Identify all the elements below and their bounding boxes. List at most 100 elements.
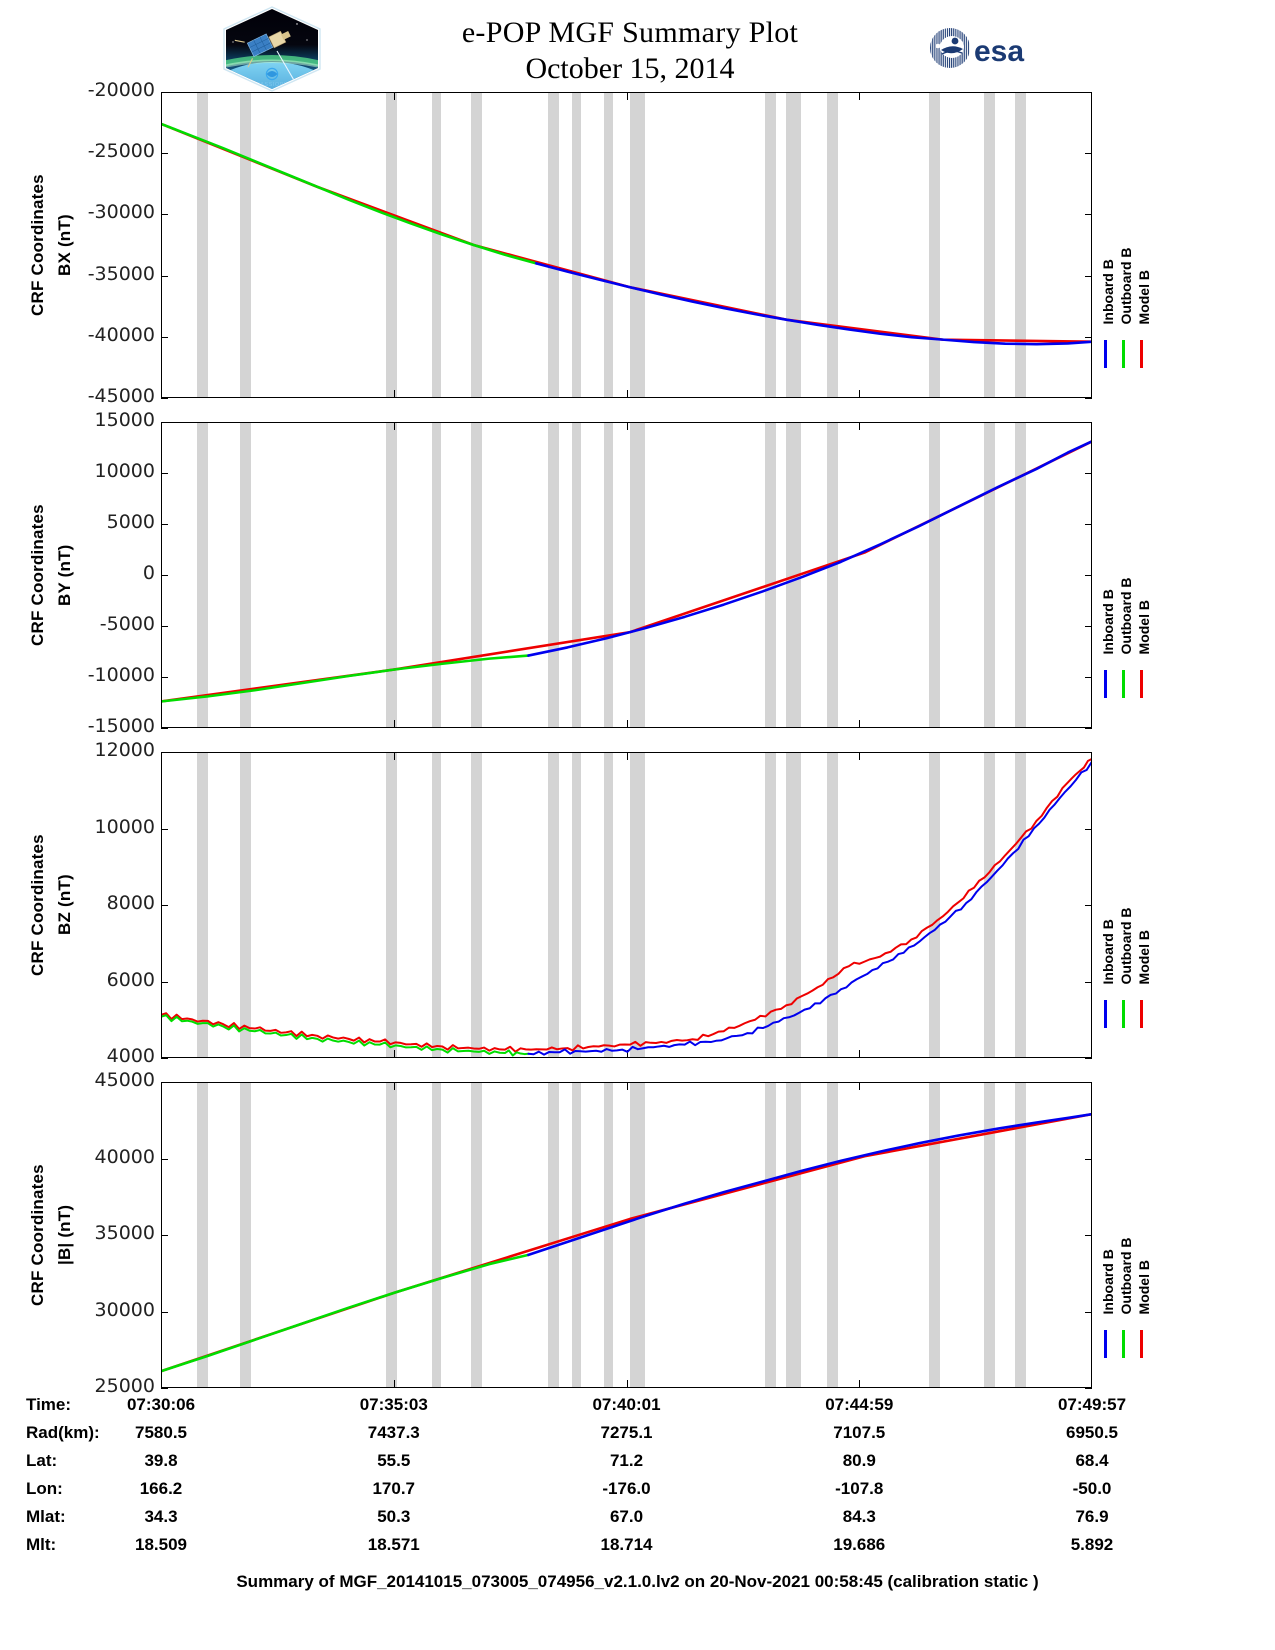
shaded-interval-band (196, 93, 208, 397)
trace-model-b (162, 758, 1091, 1053)
x-tick-mark-bottom (859, 1050, 861, 1058)
x-tick-mark-top (393, 92, 395, 100)
y-tick-label: -40000 (87, 323, 155, 346)
legend-swatch-outboard-b (1122, 339, 1125, 368)
shaded-interval-band (826, 1083, 838, 1387)
row-value: 18.714 (600, 1535, 653, 1554)
trace-outboard-b (162, 1253, 530, 1373)
legend-swatch-model-b (1140, 669, 1143, 698)
shaded-interval-band (764, 1083, 776, 1387)
row-label: Time: (26, 1395, 72, 1414)
data-traces (162, 1112, 1091, 1373)
table-row: Mlat: 34.3 50.3 67.0 84.3 76.9 (0, 1507, 1275, 1535)
x-tick-mark-bottom (393, 720, 395, 728)
shaded-interval-band (571, 93, 581, 397)
shaded-interval-band (385, 423, 397, 727)
y-tick-label: -20000 (87, 79, 155, 101)
y-tick-mark (161, 398, 168, 399)
panel-legend: Inboard B Outboard B Model B (1100, 92, 1190, 398)
row-value: 71.2 (609, 1451, 644, 1470)
legend-label-inboard-b: Inboard B (1100, 919, 1116, 985)
row-value: 07:30:06 (126, 1395, 196, 1414)
shaded-interval-band (764, 753, 776, 1057)
y-tick-mark (161, 728, 168, 729)
shaded-interval-band (629, 1083, 645, 1387)
shaded-interval-band (603, 753, 613, 1057)
row-label: Rad(km): (26, 1423, 100, 1442)
esa-agency-logo-icon: esa (930, 28, 1024, 68)
shaded-interval-band (385, 753, 397, 1057)
panel-legend: Inboard B Outboard B Model B (1100, 1082, 1190, 1388)
y-tick-label: 8000 (106, 892, 155, 914)
panel-legend: Inboard B Outboard B Model B (1100, 752, 1190, 1058)
y-tick-mark-right (1085, 398, 1092, 399)
row-value: 07:44:59 (825, 1395, 894, 1414)
table-row: Mlt: 18.509 18.571 18.714 19.686 5.892 (0, 1535, 1275, 1563)
shaded-interval-band (785, 1083, 801, 1387)
legend-label-outboard-b: Outboard B (1118, 907, 1134, 985)
legend-swatch-inboard-b (1104, 339, 1107, 368)
y-tick-mark (161, 677, 168, 678)
trace-model-b (162, 1112, 1091, 1373)
y-axis-units-label: BX (nT) (55, 214, 74, 276)
shaded-interval-band (983, 1083, 995, 1387)
y-tick-label: 35000 (94, 1222, 155, 1244)
y-tick-mark-right (1085, 336, 1092, 338)
shaded-interval-band (431, 93, 441, 397)
title-line-2: October 15, 2014 (525, 52, 735, 85)
x-tick-mark-bottom (626, 1380, 628, 1388)
trace-inboard-b (527, 1112, 1091, 1257)
trace-outboard-b (162, 122, 538, 265)
data-traces (162, 758, 1091, 1057)
shaded-interval-band (239, 423, 251, 727)
x-tick-mark-bottom (393, 390, 395, 398)
y-tick-mark (161, 1235, 168, 1236)
y-tick-mark (161, 905, 168, 906)
y-tick-mark-right (1085, 214, 1092, 216)
legend-swatch-outboard-b (1122, 1329, 1125, 1358)
row-value: 34.3 (144, 1507, 178, 1526)
shaded-interval-band (431, 753, 441, 1057)
shaded-interval-band (470, 753, 482, 1057)
y-tick-mark-right (1085, 275, 1092, 277)
x-tick-mark-bottom (626, 390, 628, 398)
x-tick-mark-top (626, 752, 628, 760)
legend-label-inboard-b: Inboard B (1100, 1249, 1116, 1315)
y-tick-mark (161, 524, 168, 525)
x-tick-mark-top (626, 92, 628, 100)
y-tick-label: 40000 (94, 1145, 155, 1168)
y-axis-label: CRF Coordinates (28, 1164, 47, 1306)
esa-wordmark: esa (974, 35, 1024, 68)
shaded-interval-band (547, 93, 559, 397)
y-tick-mark-right (1085, 828, 1092, 830)
y-tick-mark (161, 1158, 168, 1160)
row-value: 84.3 (842, 1507, 876, 1526)
trace-outboard-b (162, 1014, 530, 1057)
svg-text:CASSIOPE: CASSIOPE (256, 82, 288, 88)
shaded-interval-band (826, 423, 838, 727)
legend-label-model-b: Model B (1136, 270, 1152, 325)
y-tick-label: -30000 (87, 201, 155, 224)
legend-swatch-model-b (1140, 1329, 1143, 1358)
y-tick-mark (161, 473, 168, 474)
y-tick-mark-right (1085, 626, 1092, 627)
row-value: 7437.3 (367, 1423, 420, 1442)
legend-label-outboard-b: Outboard B (1118, 1237, 1134, 1315)
shaded-interval-band (928, 423, 940, 727)
legend-swatch-outboard-b (1122, 999, 1125, 1028)
trace-model-b (162, 440, 1091, 703)
shaded-interval-band (1014, 753, 1026, 1057)
plot-panel-bx: CRF Coordinates BX (nT) -20000 -25000 -30000… (0, 79, 1275, 407)
y-tick-label: -15000 (87, 715, 155, 737)
y-tick-label: 5000 (106, 511, 155, 533)
row-label: Lon: (26, 1479, 63, 1498)
shaded-interval-band (239, 1083, 251, 1387)
shaded-interval-band (239, 93, 251, 397)
y-tick-label: 15000 (94, 409, 155, 431)
page-header: CASSIOPE e-POP MGF Summary Plot October … (0, 0, 1275, 92)
y-tick-mark (161, 214, 168, 216)
row-value: -176.0 (602, 1479, 651, 1498)
y-tick-mark (161, 1058, 168, 1059)
x-tick-mark-top (859, 422, 861, 430)
y-tick-mark-right (1085, 728, 1092, 729)
